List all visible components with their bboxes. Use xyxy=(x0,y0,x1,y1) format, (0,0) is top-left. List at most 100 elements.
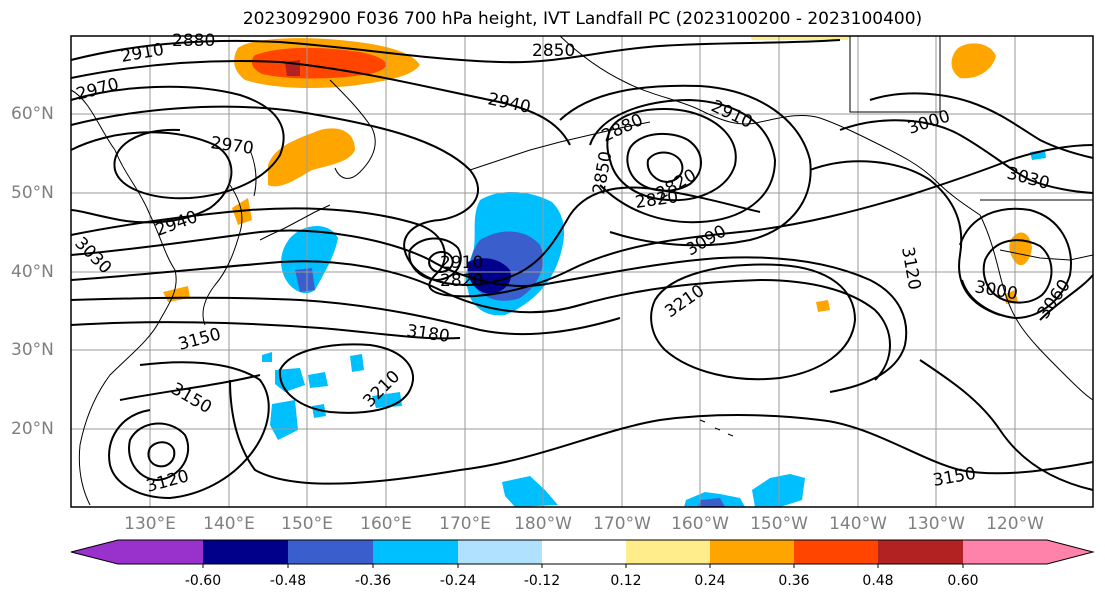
height-contour xyxy=(70,59,571,146)
colorbar-tick-label: -0.60 xyxy=(184,573,222,589)
height-contour xyxy=(229,379,1094,485)
colorbar-tick-label: 0.36 xyxy=(778,573,810,589)
map-frame xyxy=(70,35,1094,508)
height-contour xyxy=(147,441,176,468)
longitude-label: 170°E xyxy=(439,514,491,534)
longitude-label: 130°E xyxy=(124,514,176,534)
positive-anomaly-region xyxy=(268,128,355,187)
colorbar-tick-label: 0.12 xyxy=(610,573,642,589)
height-contour xyxy=(919,359,1094,491)
height-contour xyxy=(982,239,1053,304)
contour-label: 2820 xyxy=(440,271,483,291)
height-contour xyxy=(606,108,737,202)
colorbar-segment xyxy=(542,540,626,564)
positive-anomaly-region xyxy=(816,300,830,312)
colorbar-tick-label: 0.60 xyxy=(947,573,979,589)
negative-anomaly-region xyxy=(502,476,558,507)
strong-negative-anomaly-region xyxy=(295,268,315,292)
colorbar-segment xyxy=(710,540,794,564)
colorbar xyxy=(70,539,1095,568)
strong-positive-anomaly-region xyxy=(251,47,387,79)
height-contour xyxy=(278,343,415,414)
longitude-label: 140°E xyxy=(203,514,255,534)
colorbar-tick-label: 0.48 xyxy=(862,573,894,589)
negative-anomaly-region xyxy=(350,354,364,372)
latitude-label: 20°N xyxy=(11,419,54,439)
colorbar-tick-label: 0.24 xyxy=(694,573,726,589)
height-contour xyxy=(70,296,621,336)
kuril-islands xyxy=(259,204,331,241)
height-contour xyxy=(839,119,1094,194)
longitude-label: 120°W xyxy=(986,514,1044,534)
negative-anomaly-region xyxy=(308,372,328,388)
height-contour xyxy=(70,85,285,200)
negative-anomaly-region xyxy=(270,400,298,440)
colorbar-segment xyxy=(878,540,963,564)
height-contour xyxy=(408,237,462,282)
colorbar-segment xyxy=(288,540,373,564)
height-contour xyxy=(869,92,1094,159)
coastlines xyxy=(70,35,1094,506)
height-contour xyxy=(959,207,1072,320)
contour-label: 2910 xyxy=(440,253,483,273)
colorbar-tick-label: -0.12 xyxy=(523,573,561,589)
height-contour xyxy=(128,422,190,482)
height-contour xyxy=(650,263,857,381)
colorbar-segment xyxy=(626,540,710,564)
hawaii-islands xyxy=(699,419,734,437)
map-title: 2023092900 F036 700 hPa height, IVT Land… xyxy=(242,9,923,29)
longitude-label: 150°E xyxy=(281,514,333,534)
contour-label: 2850 xyxy=(532,41,575,61)
latitude-label: 50°N xyxy=(11,183,54,203)
colorbar-segment xyxy=(118,540,203,564)
north-america-coastline xyxy=(979,214,1094,401)
height-contour xyxy=(559,84,812,247)
latitude-label: 40°N xyxy=(11,262,54,282)
contour-label: 2880 xyxy=(172,31,215,51)
colorbar-upper-extension xyxy=(1047,540,1093,564)
colorbar-lower-extension xyxy=(71,540,118,564)
sakhalin-coastline xyxy=(249,149,257,197)
longitude-label: 140°W xyxy=(829,514,887,534)
height-contour xyxy=(108,361,270,500)
longitude-label: 160°E xyxy=(360,514,412,534)
height-contour xyxy=(119,374,261,401)
height-contour xyxy=(626,132,702,192)
height-contour xyxy=(428,251,454,274)
height-contour xyxy=(70,105,761,286)
colorbar-segment xyxy=(458,540,542,564)
height-contour xyxy=(70,321,461,340)
canada-border xyxy=(849,36,941,113)
us-mexico-border xyxy=(999,249,1094,261)
alaska-coastline xyxy=(559,35,981,216)
longitude-label: 170°W xyxy=(593,514,651,534)
negative-anomaly-region xyxy=(312,404,326,418)
negative-anomaly-region xyxy=(281,226,338,294)
colorbar-segment xyxy=(203,540,288,564)
height-contours xyxy=(70,39,1094,500)
aleutian-islands xyxy=(469,121,651,171)
colorbar-segment xyxy=(963,540,1047,564)
contour-labels: 2880 2910 2850 2940 2970 2970 2880 2910 … xyxy=(70,31,1074,497)
longitude-label: 160°W xyxy=(671,514,729,534)
longitude-label: 180°W xyxy=(514,514,572,534)
colorbar-outline xyxy=(70,539,1095,565)
colorbar-tick-label: -0.48 xyxy=(269,573,307,589)
negative-anomaly-region xyxy=(262,352,272,362)
height-contour xyxy=(70,229,908,393)
kamchatka-coastline xyxy=(329,79,376,179)
height-contour xyxy=(70,131,233,224)
height-contour xyxy=(1039,274,1094,321)
positive-anomaly-region xyxy=(951,43,996,79)
colorbar-tick-label: -0.24 xyxy=(439,573,477,589)
longitude-label: 150°W xyxy=(750,514,808,534)
colorbar-segment xyxy=(794,540,878,564)
height-contour xyxy=(70,260,891,381)
weak-negative-anomaly-region xyxy=(750,36,850,40)
height-contour xyxy=(589,98,777,224)
height-contour xyxy=(70,39,841,64)
colorbar-segment xyxy=(373,540,458,564)
latitude-label: 60°N xyxy=(11,104,54,124)
japan-coastline xyxy=(202,184,243,326)
